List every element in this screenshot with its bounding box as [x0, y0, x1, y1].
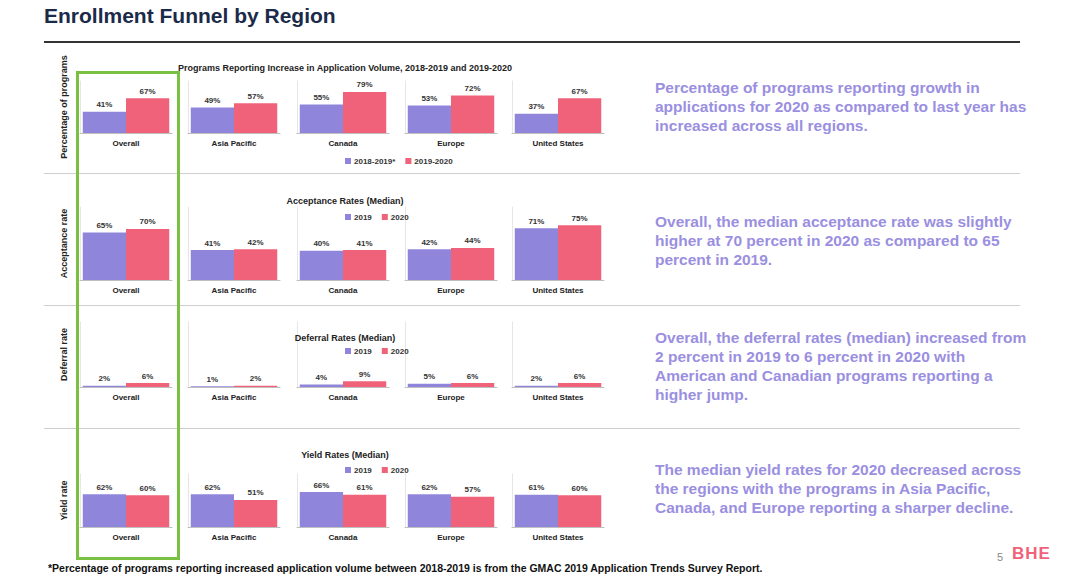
html-text:Overall, the deferral rates (m: Overall, the deferral rates (median) inc… — [655, 329, 1027, 403]
svg-text:9%: 9% — [359, 370, 371, 379]
svg-text:49%: 49% — [204, 96, 220, 105]
svg-text:2%: 2% — [99, 374, 111, 383]
svg-text:Asia Pacific: Asia Pacific — [212, 286, 257, 295]
svg-text:2020: 2020 — [391, 347, 409, 356]
svg-text:Europe: Europe — [437, 139, 465, 148]
svg-text:41%: 41% — [204, 239, 220, 248]
svg-text:51%: 51% — [248, 488, 264, 497]
svg-text:Canada: Canada — [329, 393, 358, 402]
svg-text:79%: 79% — [357, 80, 373, 89]
svg-text:Overall: Overall — [112, 393, 139, 402]
svg-text:Percentage of programs: Percentage of programs — [59, 55, 69, 159]
svg-text:41%: 41% — [357, 239, 373, 248]
svg-text:Programs Reporting Increase in: Programs Reporting Increase in Applicati… — [178, 63, 512, 73]
svg-text:Europe: Europe — [437, 393, 465, 402]
svg-text:2%: 2% — [531, 374, 543, 383]
svg-text:57%: 57% — [465, 485, 481, 494]
svg-text:2019-2020: 2019-2020 — [414, 157, 453, 166]
html-text:Enrollment Funnel by Region: Enrollment Funnel by Region — [44, 4, 336, 27]
svg-text:70%: 70% — [140, 217, 156, 226]
svg-text:44%: 44% — [465, 236, 481, 245]
svg-text:67%: 67% — [140, 87, 156, 96]
svg-text:42%: 42% — [248, 238, 264, 247]
svg-text:6%: 6% — [467, 372, 479, 381]
svg-text:61%: 61% — [357, 483, 373, 492]
html-text:Percentage of programs reporti: Percentage of programs reporting growth … — [655, 79, 1027, 134]
svg-text:United States: United States — [532, 139, 584, 148]
svg-text:Europe: Europe — [437, 533, 465, 542]
svg-text:57%: 57% — [248, 92, 264, 101]
svg-text:Canada: Canada — [329, 139, 358, 148]
html-text:5: 5 — [997, 551, 1004, 563]
svg-text:2%: 2% — [250, 374, 262, 383]
svg-text:2019: 2019 — [354, 213, 372, 222]
svg-text:4%: 4% — [316, 373, 328, 382]
svg-text:62%: 62% — [421, 483, 437, 492]
html-text:The median yield rates for 202: The median yield rates for 2020 decrease… — [655, 461, 1022, 516]
svg-text:Deferral Rates (Median): Deferral Rates (Median) — [295, 333, 396, 343]
svg-text:United States: United States — [532, 533, 584, 542]
svg-text:61%: 61% — [528, 483, 544, 492]
svg-text:United States: United States — [532, 286, 584, 295]
svg-text:Yield rate: Yield rate — [59, 480, 69, 520]
svg-text:1%: 1% — [207, 375, 219, 384]
svg-text:60%: 60% — [140, 484, 156, 493]
svg-text:42%: 42% — [421, 238, 437, 247]
svg-text:53%: 53% — [421, 94, 437, 103]
svg-text:41%: 41% — [96, 100, 112, 109]
svg-text:2019: 2019 — [354, 347, 372, 356]
svg-text:Europe: Europe — [437, 286, 465, 295]
html-text:*Percentage of programs report: *Percentage of programs reporting increa… — [48, 562, 763, 574]
svg-text:Canada: Canada — [329, 286, 358, 295]
svg-text:62%: 62% — [96, 483, 112, 492]
svg-text:62%: 62% — [204, 483, 220, 492]
svg-text:Overall: Overall — [112, 139, 139, 148]
svg-text:6%: 6% — [574, 372, 586, 381]
svg-text:75%: 75% — [572, 214, 588, 223]
svg-text:Overall: Overall — [112, 286, 139, 295]
svg-text:60%: 60% — [572, 484, 588, 493]
svg-text:Canada: Canada — [329, 533, 358, 542]
svg-text:Acceptance Rates (Median): Acceptance Rates (Median) — [286, 196, 403, 206]
html-text:Overall, the median acceptance: Overall, the median acceptance rate was … — [655, 213, 1012, 268]
svg-text:United States: United States — [532, 393, 584, 402]
svg-text:71%: 71% — [528, 217, 544, 226]
svg-text:6%: 6% — [142, 372, 154, 381]
svg-text:Acceptance rate: Acceptance rate — [59, 209, 69, 279]
svg-text:Overall: Overall — [112, 533, 139, 542]
html-text:BHE: BHE — [1012, 544, 1051, 563]
svg-text:5%: 5% — [424, 372, 436, 381]
svg-text:67%: 67% — [572, 87, 588, 96]
svg-text:2020: 2020 — [391, 466, 409, 475]
svg-text:66%: 66% — [313, 481, 329, 490]
svg-text:65%: 65% — [96, 221, 112, 230]
svg-text:37%: 37% — [528, 102, 544, 111]
svg-text:Asia Pacific: Asia Pacific — [212, 533, 257, 542]
svg-text:Asia Pacific: Asia Pacific — [212, 139, 257, 148]
svg-text:Asia Pacific: Asia Pacific — [212, 393, 257, 402]
svg-text:Deferral rate: Deferral rate — [59, 328, 69, 381]
svg-text:2020: 2020 — [391, 213, 409, 222]
svg-text:40%: 40% — [313, 239, 329, 248]
svg-text:Yield Rates (Median): Yield Rates (Median) — [301, 450, 389, 460]
svg-text:55%: 55% — [313, 93, 329, 102]
svg-text:2019: 2019 — [354, 466, 372, 475]
svg-text:2018-2019*: 2018-2019* — [354, 157, 396, 166]
svg-text:72%: 72% — [465, 84, 481, 93]
